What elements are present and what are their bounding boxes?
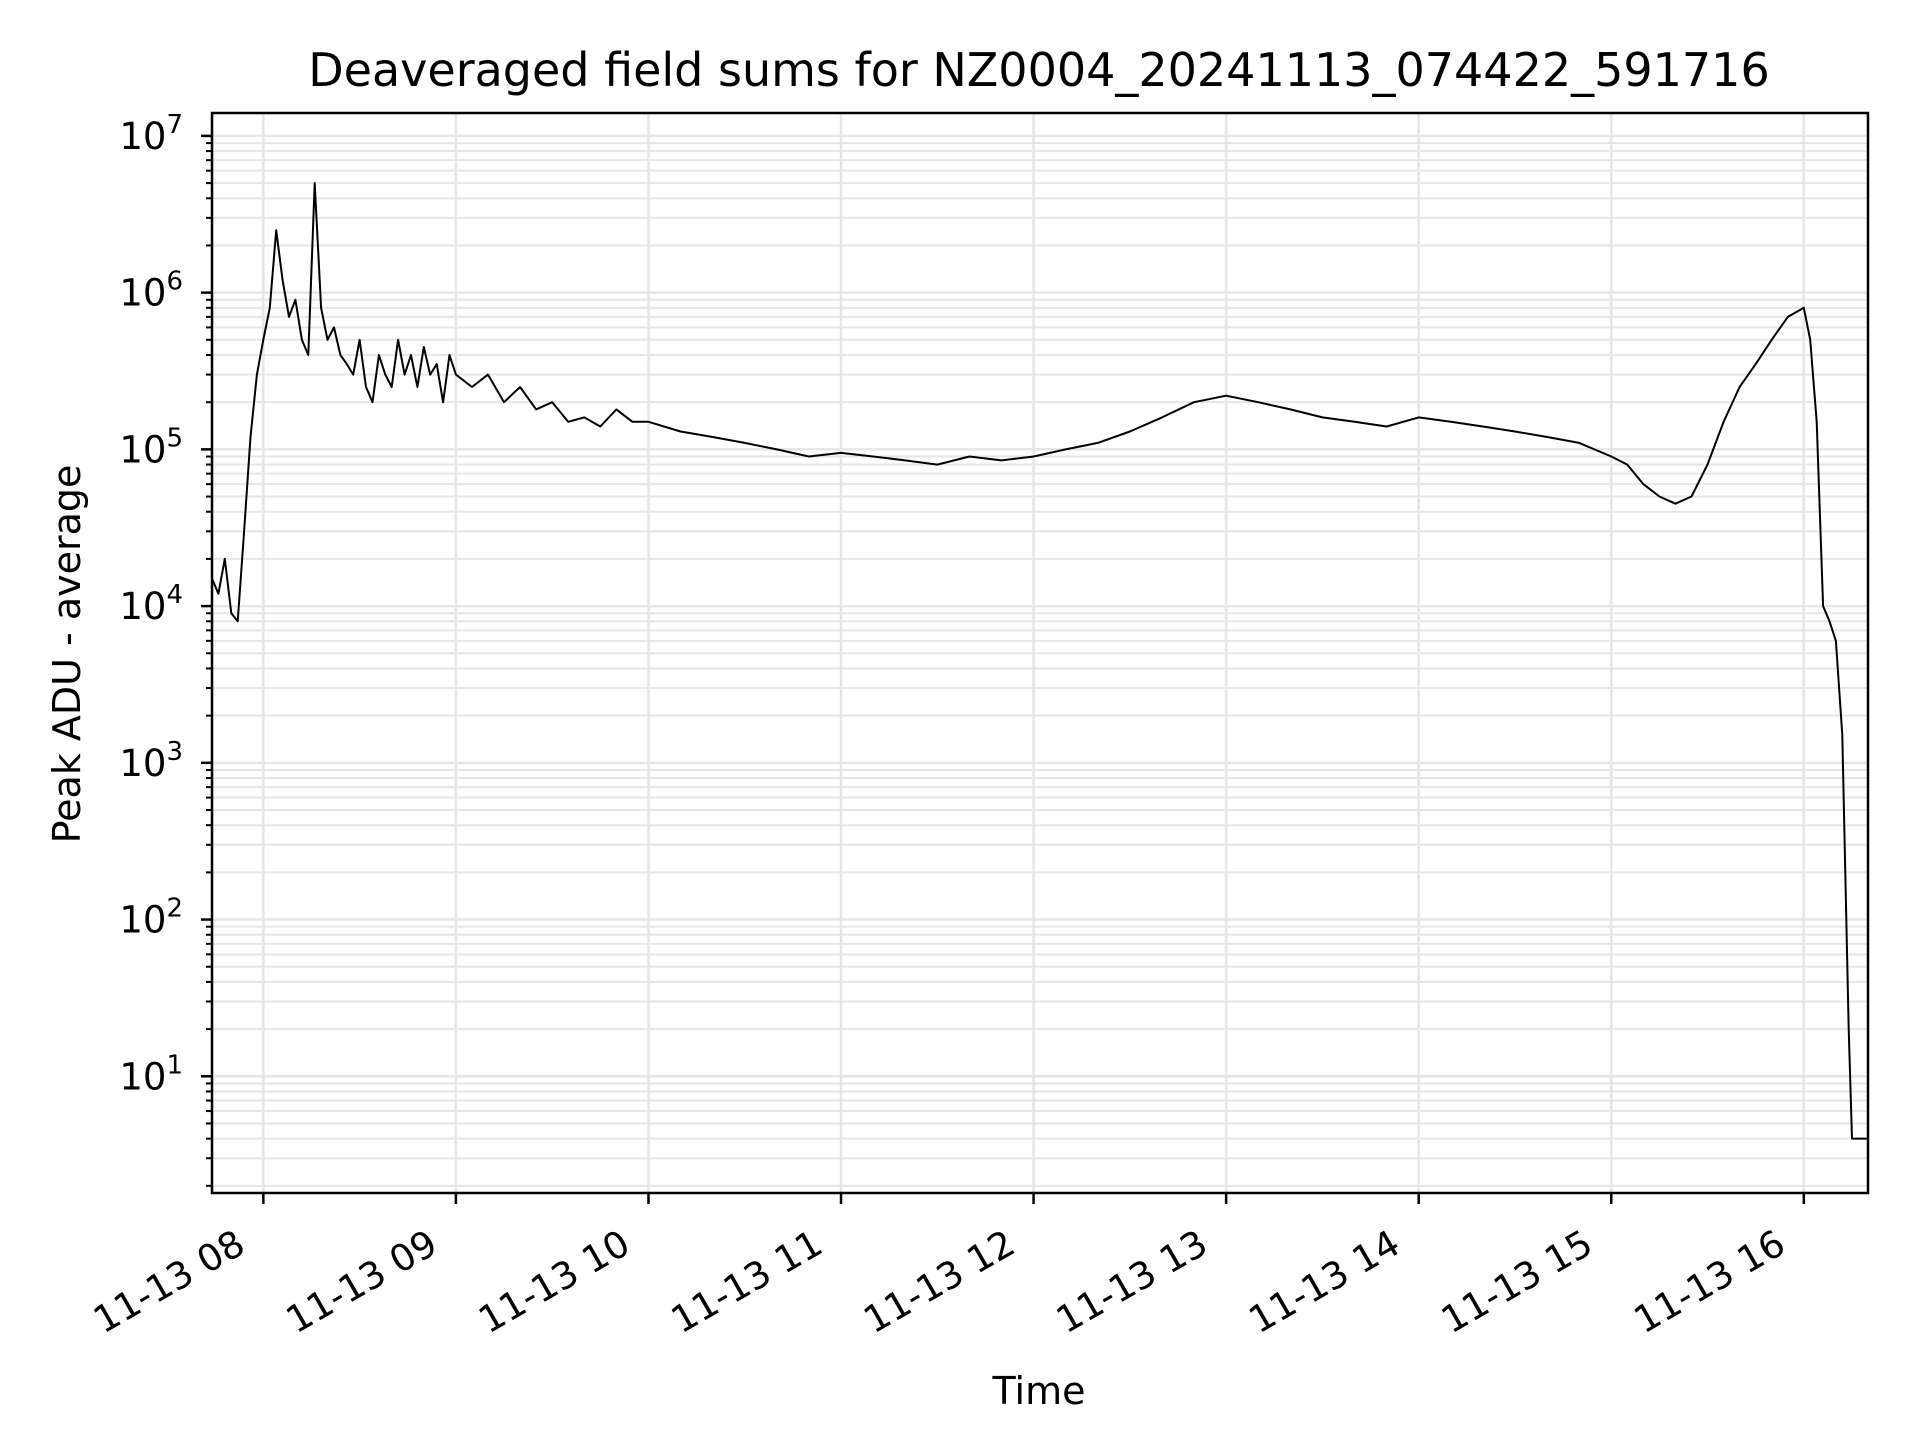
y-tick-label: 101 <box>119 1050 183 1098</box>
axes-frame <box>210 111 1870 1195</box>
y-tick-label: 106 <box>119 267 183 315</box>
y-tick-label: 105 <box>119 423 183 471</box>
y-axis-title: Peak ADU - average <box>45 465 89 844</box>
y-tick-label: 107 <box>119 110 183 158</box>
plot-area <box>211 182 1868 1140</box>
series-line <box>211 182 1868 1140</box>
x-axis-title: Time <box>992 1369 1086 1413</box>
chart-title: Deaveraged field sums for NZ0004_2024111… <box>308 43 1769 97</box>
y-tick-label: 104 <box>119 580 183 628</box>
grid <box>212 113 1868 1193</box>
y-tick-label: 103 <box>119 737 183 785</box>
y-tick-label: 102 <box>119 894 183 942</box>
